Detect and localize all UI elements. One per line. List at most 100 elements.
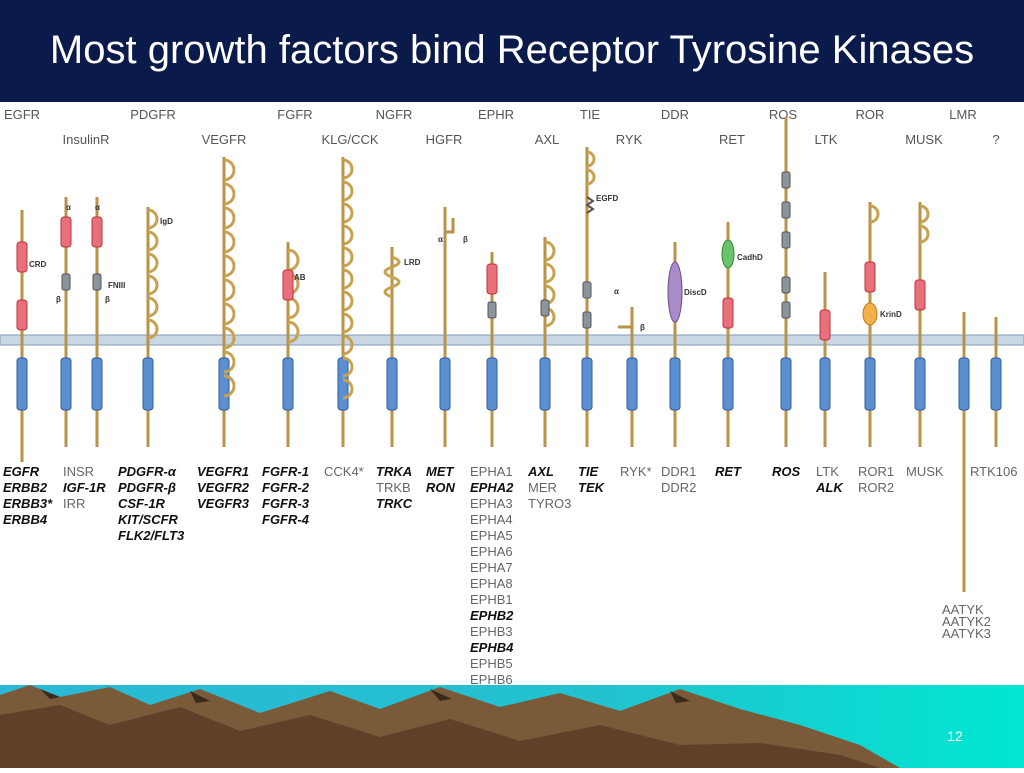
family-label: MUSK — [905, 132, 943, 147]
receptor-name: RYK* — [620, 464, 652, 479]
receptor-name: ERBB3* — [3, 496, 53, 511]
chain-label: β — [56, 295, 61, 304]
ig-loop — [223, 206, 236, 230]
family-label: ? — [992, 132, 999, 147]
fibronectin-domain — [582, 281, 592, 299]
fibronectin-domain — [781, 201, 791, 219]
discoidin-domain — [667, 261, 683, 323]
domain-label: FNIII — [108, 281, 125, 290]
ig-loop — [223, 278, 236, 302]
cysteine-rich-domain — [864, 261, 876, 293]
ig-loop — [287, 320, 300, 344]
chain-label: β — [105, 295, 110, 304]
receptor-name: EPHB3 — [470, 624, 513, 639]
receptor-name: ROR1 — [858, 464, 894, 479]
leucine-rich-domain — [383, 255, 401, 299]
receptor-name: FGFR-4 — [262, 512, 310, 527]
egf-domain — [585, 196, 595, 214]
ig-loop — [147, 274, 159, 296]
ig-loop — [223, 182, 236, 206]
ig-loop — [223, 158, 236, 182]
fibronectin-domain — [781, 231, 791, 249]
kinase-domain — [16, 357, 28, 411]
ig-loop — [342, 158, 354, 180]
receptor-name: EPHA1 — [470, 464, 513, 479]
receptor-name: MET — [426, 464, 455, 479]
rtk-figure: EGFR PDGFR FGFR NGFR EPHR TIE DDR ROS ROR LMR Insu… — [0, 102, 1024, 685]
receptor-name: DDR2 — [661, 480, 696, 495]
chain-label: β — [463, 235, 468, 244]
domain-label: EGFD — [596, 194, 618, 203]
kinase-domain — [91, 357, 103, 411]
family-label: RET — [719, 132, 745, 147]
receptor-name: KIT/SCFR — [118, 512, 179, 527]
receptor-name: ROS — [772, 464, 801, 479]
ig-loop — [147, 318, 159, 340]
ig-loop — [919, 204, 930, 224]
ig-loop — [223, 374, 236, 398]
domain-label: CRD — [29, 260, 47, 269]
mountain-footer — [0, 685, 1024, 768]
receptor-name: VEGFR2 — [197, 480, 250, 495]
cysteine-rich-domain — [722, 297, 734, 329]
receptor-name: LTK — [816, 464, 839, 479]
receptor-name: PDGFR-β — [118, 480, 176, 495]
receptor-name: EPHA7 — [470, 560, 513, 575]
receptor-name: EPHB1 — [470, 592, 513, 607]
kinase-domain — [60, 357, 72, 411]
receptor-name: EPHB4 — [470, 640, 514, 655]
hgfr-alpha-chain — [443, 218, 455, 234]
ig-loop — [342, 246, 354, 268]
fibronectin-domain — [781, 276, 791, 294]
receptor-name: TRKA — [376, 464, 412, 479]
receptor-name: ALK — [815, 480, 844, 495]
kinase-domain — [819, 357, 831, 411]
ig-loop — [342, 290, 354, 312]
family-label: HGFR — [426, 132, 463, 147]
family-label: ROR — [856, 107, 885, 122]
domain-label: CadhD — [737, 253, 763, 262]
receptor-name: EPHA5 — [470, 528, 513, 543]
receptor-name: EPHA8 — [470, 576, 513, 591]
receptor-name: EPHB2 — [470, 608, 514, 623]
family-label: KLG/CCK — [321, 132, 378, 147]
kinase-domain — [990, 357, 1002, 411]
family-label: LTK — [815, 132, 838, 147]
family-label: EPHR — [478, 107, 514, 122]
receptor-name: MUSK — [906, 464, 944, 479]
receptor-name: MER — [528, 480, 557, 495]
domain-label: IgD — [160, 217, 173, 226]
chain-label: α — [614, 287, 619, 296]
family-label: EGFR — [4, 107, 40, 122]
receptor-name: EPHA4 — [470, 512, 513, 527]
receptor-name: VEGFR3 — [197, 496, 250, 511]
receptor-name: AXL — [527, 464, 554, 479]
family-label: InsulinR — [63, 132, 110, 147]
receptor-name: PDGFR-α — [118, 464, 177, 479]
ig-loop — [586, 168, 596, 186]
receptor-name: CCK4* — [324, 464, 364, 479]
receptor-name: FGFR-1 — [262, 464, 309, 479]
fibronectin-domain — [487, 301, 497, 319]
mountain-scenery — [0, 685, 1024, 768]
receptor-name: TYRO3 — [528, 496, 571, 511]
ig-loop — [919, 224, 930, 244]
chain-label: β — [640, 323, 645, 332]
receptor-name: AATYK — [942, 602, 984, 617]
ig-loop — [147, 296, 159, 318]
slide-title: Most growth factors bind Receptor Tyrosi… — [49, 28, 975, 72]
family-label: PDGFR — [130, 107, 176, 122]
kinase-domain — [539, 357, 551, 411]
cysteine-rich-domain — [60, 216, 72, 248]
family-label: AXL — [535, 132, 560, 147]
fibronectin-domain — [582, 311, 592, 329]
receptor-name: AATYK3 — [942, 626, 991, 641]
family-label: ROS — [769, 107, 798, 122]
cysteine-rich-domain — [282, 269, 294, 301]
family-label: LMR — [949, 107, 976, 122]
ig-loop — [342, 378, 354, 400]
fibronectin-domain — [540, 299, 550, 317]
receptor-name: ERBB2 — [3, 480, 48, 495]
ig-loop — [342, 334, 354, 356]
receptor-name: TRKB — [376, 480, 411, 495]
